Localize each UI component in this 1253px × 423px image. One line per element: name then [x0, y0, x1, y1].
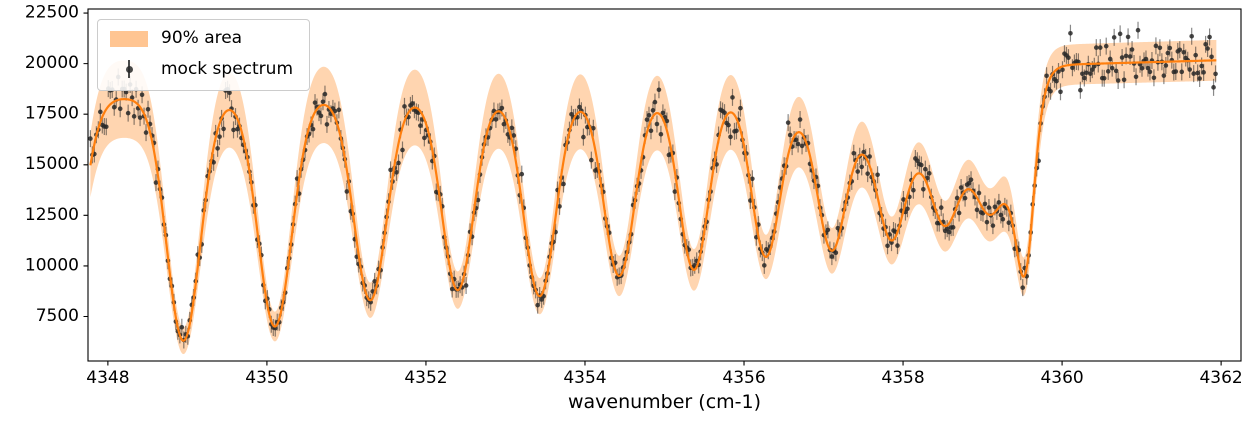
legend-item-band: 90% area — [110, 30, 293, 47]
legend: 90% area mock spectrum — [97, 19, 310, 91]
legend-item-mock: mock spectrum — [110, 58, 293, 80]
errorbar-dot — [125, 65, 133, 73]
errorbar-marker-icon — [110, 58, 148, 80]
band-swatch — [110, 30, 148, 47]
legend-label-band: 90% area — [161, 28, 243, 48]
x-axis-label: wavenumber (cm-1) — [567, 391, 762, 413]
legend-label-mock: mock spectrum — [161, 58, 293, 79]
